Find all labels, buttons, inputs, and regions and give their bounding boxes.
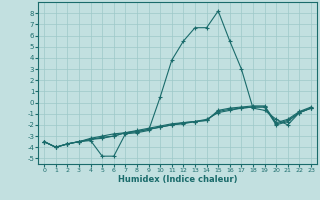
X-axis label: Humidex (Indice chaleur): Humidex (Indice chaleur) xyxy=(118,175,237,184)
